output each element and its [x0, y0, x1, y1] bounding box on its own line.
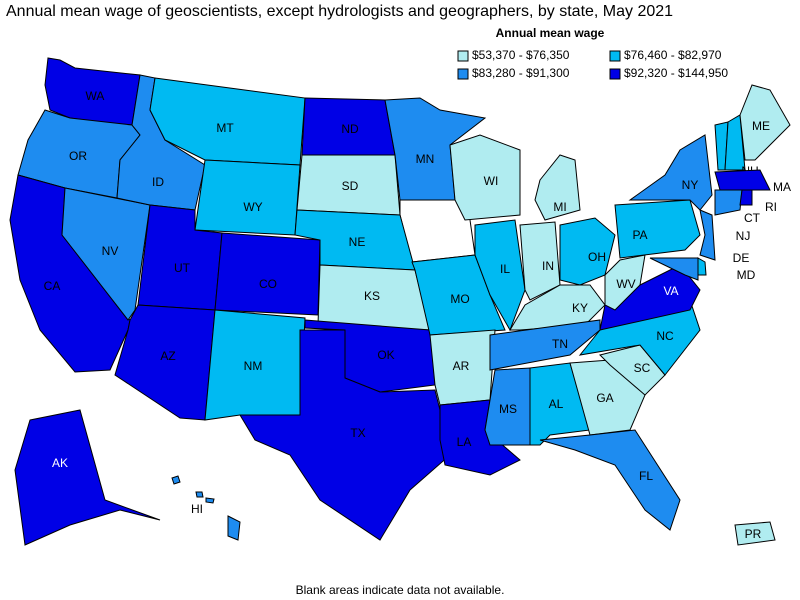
state [534, 154, 581, 221]
state [699, 209, 716, 261]
legend-swatch [457, 50, 469, 62]
state [714, 189, 743, 216]
state-label: DE [733, 251, 750, 265]
state-label: CA [44, 279, 61, 293]
state [205, 497, 215, 504]
state [519, 221, 561, 301]
state-label: PA [632, 228, 647, 242]
state-label: NM [244, 359, 263, 373]
state-label: MS [499, 402, 517, 416]
legend-title: Annual mean wage [496, 26, 605, 40]
state-label: LA [457, 435, 472, 449]
state-label: NY [682, 178, 699, 192]
state [14, 409, 161, 546]
state-label: ME [752, 119, 770, 133]
state-label: FL [639, 469, 653, 483]
state-label: UT [174, 261, 191, 275]
state-label: MD [737, 268, 756, 282]
state [171, 475, 181, 485]
state-label: OK [377, 348, 394, 362]
state-label: KY [572, 301, 588, 315]
state-label: ID [152, 175, 164, 189]
state-label: SD [342, 179, 359, 193]
state [227, 515, 241, 541]
state [714, 169, 771, 191]
state [449, 134, 521, 221]
state-label: WA [86, 89, 105, 103]
state [697, 257, 707, 276]
state-label: VA [663, 284, 678, 298]
state-label: OR [69, 149, 87, 163]
state-label: AK [52, 456, 68, 470]
state [194, 159, 301, 236]
state [614, 199, 701, 259]
footnote: Blank areas indicate data not available. [296, 583, 505, 597]
legend-swatch [609, 50, 621, 62]
state [489, 319, 601, 371]
state [599, 344, 666, 396]
state-label: CT [744, 211, 761, 225]
state [739, 84, 791, 161]
state-label: GA [596, 391, 613, 405]
state [604, 254, 646, 311]
state [734, 521, 776, 546]
state-label: CO [259, 277, 277, 291]
state-label: IN [542, 259, 554, 273]
state-label: NC [656, 329, 674, 343]
state-label: TX [350, 426, 365, 440]
state-label: AL [549, 397, 564, 411]
state-label: MT [216, 121, 234, 135]
title: Annual mean wage of geoscientists, excep… [6, 3, 673, 20]
state [239, 329, 451, 541]
state [195, 491, 204, 498]
state-label: RI [765, 200, 777, 214]
state-label: MA [773, 180, 791, 194]
state-label: MI [553, 200, 566, 214]
legend-label: $83,280 - $91,300 [472, 66, 570, 80]
state-label: WI [484, 174, 499, 188]
state-label: NJ [736, 229, 751, 243]
legend-label: $76,460 - $82,970 [624, 48, 722, 62]
legend-label: $53,370 - $76,350 [472, 48, 570, 62]
state-label: SC [634, 361, 651, 375]
state-label: HI [191, 502, 203, 516]
state-label: MN [416, 152, 435, 166]
state-label: NV [102, 244, 119, 258]
state-label: AR [453, 359, 470, 373]
state-label: MO [450, 292, 469, 306]
state [628, 134, 713, 211]
legend-swatch [457, 68, 469, 80]
state-label: IL [500, 262, 510, 276]
state [214, 232, 321, 316]
state-label: NE [349, 235, 366, 249]
state [739, 189, 753, 206]
state-label: KS [364, 289, 380, 303]
state [539, 429, 681, 531]
legend-label: $92,320 - $144,950 [624, 66, 728, 80]
state-label: AZ [160, 349, 175, 363]
state-label: ND [341, 122, 359, 136]
state-label: PR [745, 527, 762, 541]
legend-swatch [609, 68, 621, 80]
state [724, 114, 746, 171]
state-label: WV [616, 277, 635, 291]
state [649, 257, 699, 281]
state-label: OH [588, 250, 606, 264]
state-label: TN [552, 337, 568, 351]
state-label: WY [243, 200, 262, 214]
